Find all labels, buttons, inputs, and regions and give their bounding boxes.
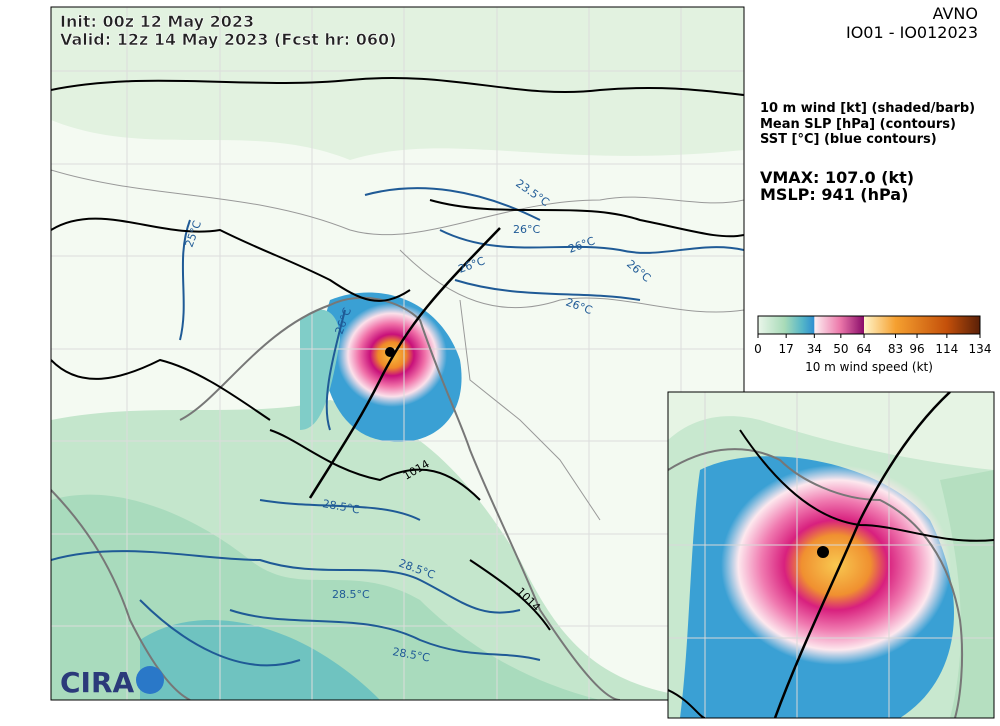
- sst-label: 28.5°C: [332, 588, 370, 601]
- colorbar-tick-label: 96: [909, 342, 924, 356]
- colorbar-tick-label: 17: [779, 342, 794, 356]
- colorbar-tick-label: 114: [935, 342, 958, 356]
- colorbar-tick-label: 34: [807, 342, 822, 356]
- init-time: Init: 00z 12 May 2023: [60, 12, 254, 31]
- sst-label: 26°C: [513, 223, 540, 236]
- storm-id: IO01 - IO012023: [846, 23, 978, 42]
- model-name: AVNO: [933, 4, 978, 23]
- inset-map: [668, 392, 994, 718]
- mslp: MSLP: 941 (hPa): [760, 185, 908, 204]
- legend-line: SST [°C] (blue contours): [760, 132, 937, 147]
- colorbar-label: 10 m wind speed (kt): [805, 360, 933, 374]
- legend-line: 10 m wind [kt] (shaded/barb): [760, 101, 975, 116]
- colorbar-tick-label: 50: [833, 342, 848, 356]
- sst-label: 28.5°C: [321, 497, 361, 516]
- logo: CIRA: [60, 666, 164, 699]
- main-map: 23.5°C 25°C 26°C 26°C 26°C 26°C 26°C 26°…: [51, 7, 744, 700]
- colorbar-tick-label: 0: [754, 342, 762, 356]
- legend-line: Mean SLP [hPa] (contours): [760, 117, 956, 132]
- vmax: VMAX: 107.0 (kt): [760, 168, 914, 187]
- valid-time: Valid: 12z 14 May 2023 (Fcst hr: 060): [60, 30, 396, 49]
- colorbar-scale: [757, 315, 981, 335]
- colorbar-tick-label: 83: [888, 342, 903, 356]
- colorbar-tick-label: 134: [969, 342, 992, 356]
- sst-label: 28.5°C: [391, 645, 431, 664]
- colorbar-tick-label: 64: [856, 342, 871, 356]
- colorbar: 10 m wind speed (kt) 0 17 34 50 64 83 96 114 134: [754, 315, 992, 374]
- logo-text: CIRA: [60, 666, 135, 699]
